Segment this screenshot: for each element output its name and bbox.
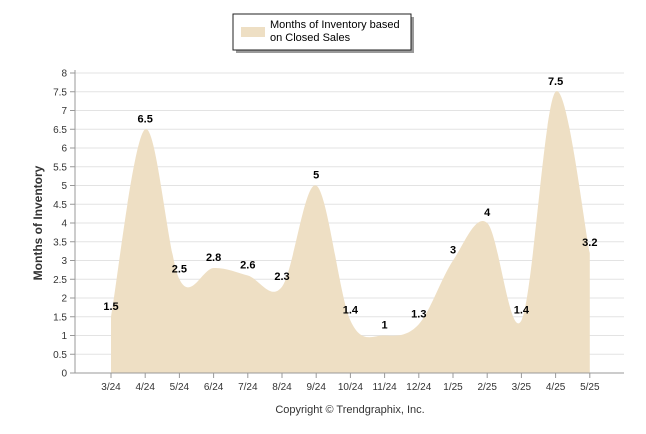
legend[interactable]: Months of Inventory based on Closed Sale… bbox=[232, 13, 414, 53]
x-tick-label-13: 4/25 bbox=[546, 382, 566, 393]
y-tick-label-10: 5 bbox=[61, 181, 67, 192]
y-tick-label-13: 6.5 bbox=[53, 125, 67, 136]
x-tick-label-2: 5/24 bbox=[170, 382, 190, 393]
x-tick-label-0: 3/24 bbox=[101, 382, 121, 393]
data-label-3: 2.8 bbox=[206, 252, 221, 264]
data-label-14: 3.2 bbox=[582, 237, 597, 249]
data-label-13: 7.5 bbox=[548, 76, 563, 88]
x-tick-label-6: 9/24 bbox=[306, 382, 326, 393]
legend-label-line1: Months of Inventory based bbox=[270, 19, 400, 31]
x-tick-label-12: 3/25 bbox=[512, 382, 532, 393]
data-label-11: 4 bbox=[484, 207, 491, 219]
series-area-months-of-inventory bbox=[111, 91, 590, 374]
data-label-12: 1.4 bbox=[514, 305, 530, 317]
y-tick-label-9: 4.5 bbox=[53, 200, 67, 211]
data-label-4: 2.6 bbox=[240, 260, 255, 272]
data-label-0: 1.5 bbox=[103, 301, 118, 313]
x-tick-label-7: 10/24 bbox=[338, 382, 363, 393]
y-tick-label-3: 1.5 bbox=[53, 312, 67, 323]
y-tick-label-2: 1 bbox=[61, 331, 67, 342]
y-axis-tick-labels: 0 0.5 1 1.5 2 2.5 3 3.5 4 4.5 5 5.5 6 6.5 7 7.5 8 bbox=[53, 69, 67, 380]
x-tick-label-10: 1/25 bbox=[443, 382, 463, 393]
legend-swatch bbox=[241, 27, 265, 37]
y-tick-label-12: 6 bbox=[61, 144, 67, 155]
data-label-10: 3 bbox=[450, 245, 456, 257]
data-label-9: 1.3 bbox=[411, 308, 426, 320]
copyright-text: Copyright © Trendgraphix, Inc. bbox=[275, 404, 424, 416]
x-tick-label-5: 8/24 bbox=[272, 382, 292, 393]
y-tick-label-11: 5.5 bbox=[53, 162, 67, 173]
data-label-8: 1 bbox=[382, 320, 388, 332]
y-tick-label-0: 0 bbox=[61, 369, 67, 380]
x-tick-label-9: 12/24 bbox=[406, 382, 431, 393]
x-tick-label-3: 6/24 bbox=[204, 382, 224, 393]
y-tick-label-6: 3 bbox=[61, 256, 67, 267]
x-tick-label-4: 7/24 bbox=[238, 382, 258, 393]
axes bbox=[70, 70, 624, 378]
y-tick-label-5: 2.5 bbox=[53, 275, 67, 286]
x-tick-label-1: 4/24 bbox=[135, 382, 155, 393]
x-tick-label-11: 2/25 bbox=[477, 382, 497, 393]
y-axis-title: Months of Inventory bbox=[31, 165, 45, 280]
y-tick-label-15: 7.5 bbox=[53, 87, 67, 98]
y-tick-label-7: 3.5 bbox=[53, 237, 67, 248]
x-tick-label-14: 5/25 bbox=[580, 382, 600, 393]
data-label-6: 5 bbox=[313, 170, 319, 182]
data-label-2: 2.5 bbox=[172, 263, 187, 275]
y-tick-label-1: 0.5 bbox=[53, 350, 67, 361]
y-tick-label-14: 7 bbox=[61, 106, 67, 117]
data-label-5: 2.3 bbox=[274, 271, 289, 283]
legend-label-line2: on Closed Sales bbox=[270, 32, 351, 44]
x-tick-label-8: 11/24 bbox=[372, 382, 397, 393]
y-tick-label-16: 8 bbox=[61, 69, 67, 80]
data-label-7: 1.4 bbox=[343, 305, 359, 317]
y-tick-label-4: 2 bbox=[61, 294, 67, 305]
y-tick-label-8: 4 bbox=[61, 219, 67, 230]
data-labels: 1.5 6.5 2.5 2.8 2.6 2.3 5 1.4 1 1.3 3 4 1.4 7.5 3.2 bbox=[103, 76, 597, 332]
x-axis-tick-labels: 3/24 4/24 5/24 6/24 7/24 8/24 9/24 10/24 11/24 12… bbox=[101, 382, 600, 393]
data-label-1: 6.5 bbox=[138, 113, 153, 125]
